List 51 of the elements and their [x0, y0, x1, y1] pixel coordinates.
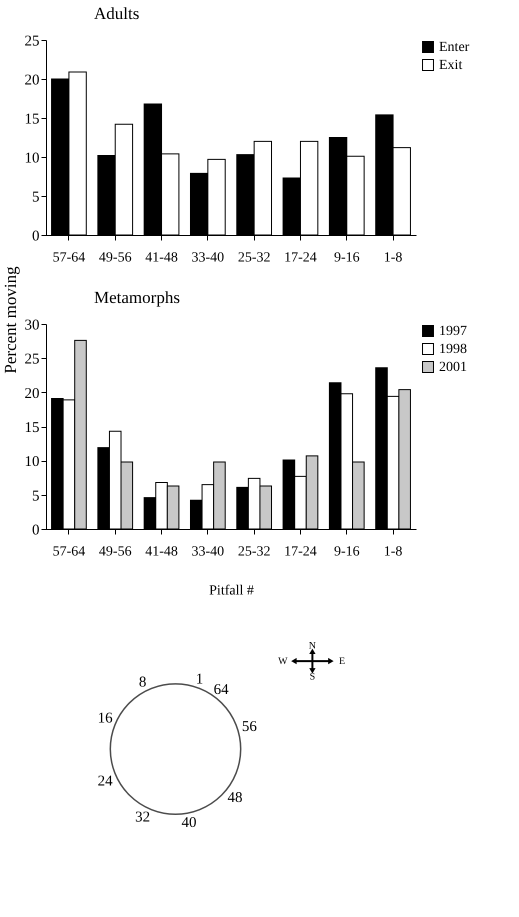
text: 16	[98, 710, 114, 727]
y-tick-label: 5	[32, 190, 40, 206]
text: 8	[138, 674, 146, 691]
text: 48	[228, 790, 243, 806]
legend-label: Enter	[439, 40, 470, 55]
y-tick-label: 15	[24, 420, 40, 436]
y-tick-label: 25	[24, 34, 40, 50]
text: 24	[98, 773, 114, 790]
x-tick-label: 41-48	[145, 250, 178, 266]
text: 32	[135, 809, 150, 826]
y-tick-label: 0	[32, 522, 40, 538]
y-tick-label: 10	[24, 454, 40, 470]
chart-title: Adults	[94, 4, 140, 23]
x-tick-label: 25-32	[238, 544, 270, 560]
y-tick-label: 20	[24, 386, 40, 402]
x-tick-label: 33-40	[192, 250, 224, 266]
x-tick-label: 57-64	[52, 544, 86, 560]
x-tick-label: 41-48	[145, 544, 178, 560]
x-tick-label: 9-16	[334, 250, 360, 266]
y-tick-label: 15	[24, 112, 40, 128]
x-axis-title: Pitfall #	[209, 584, 254, 598]
y-tick-label: 10	[24, 150, 40, 166]
x-tick-label: 1-8	[384, 544, 402, 560]
x-tick-label: 25-32	[238, 250, 270, 266]
x-tick-label: 1-8	[384, 250, 402, 266]
y-axis-title: Percent moving	[1, 266, 20, 374]
x-tick-label: 57-64	[52, 250, 86, 266]
legend-label: 2001	[439, 360, 467, 375]
x-tick-label: 17-24	[284, 250, 317, 266]
text: W	[278, 656, 288, 668]
y-tick-label: 20	[24, 72, 40, 88]
text: 64	[214, 682, 230, 698]
legend-label: 1997	[439, 324, 467, 339]
legend-label: Exit	[439, 58, 462, 73]
text: S	[310, 672, 316, 683]
x-tick-label: 49-56	[98, 544, 132, 560]
y-tick-label: 25	[24, 352, 40, 368]
chart-title: Metamorphs	[94, 288, 180, 307]
text: 40	[181, 815, 196, 832]
y-tick-label: 0	[32, 228, 40, 244]
y-tick-label: 5	[32, 488, 40, 504]
text: 1	[196, 671, 204, 688]
x-tick-label: 49-56	[98, 250, 132, 266]
text: 56	[242, 719, 258, 736]
x-tick-label: 33-40	[192, 544, 224, 560]
text: N	[308, 640, 316, 652]
text: E	[338, 656, 346, 668]
legend-label: 1998	[439, 342, 467, 357]
x-tick-label: 9-16	[334, 544, 360, 560]
x-tick-label: 17-24	[284, 544, 317, 560]
y-tick-label: 30	[24, 318, 40, 334]
